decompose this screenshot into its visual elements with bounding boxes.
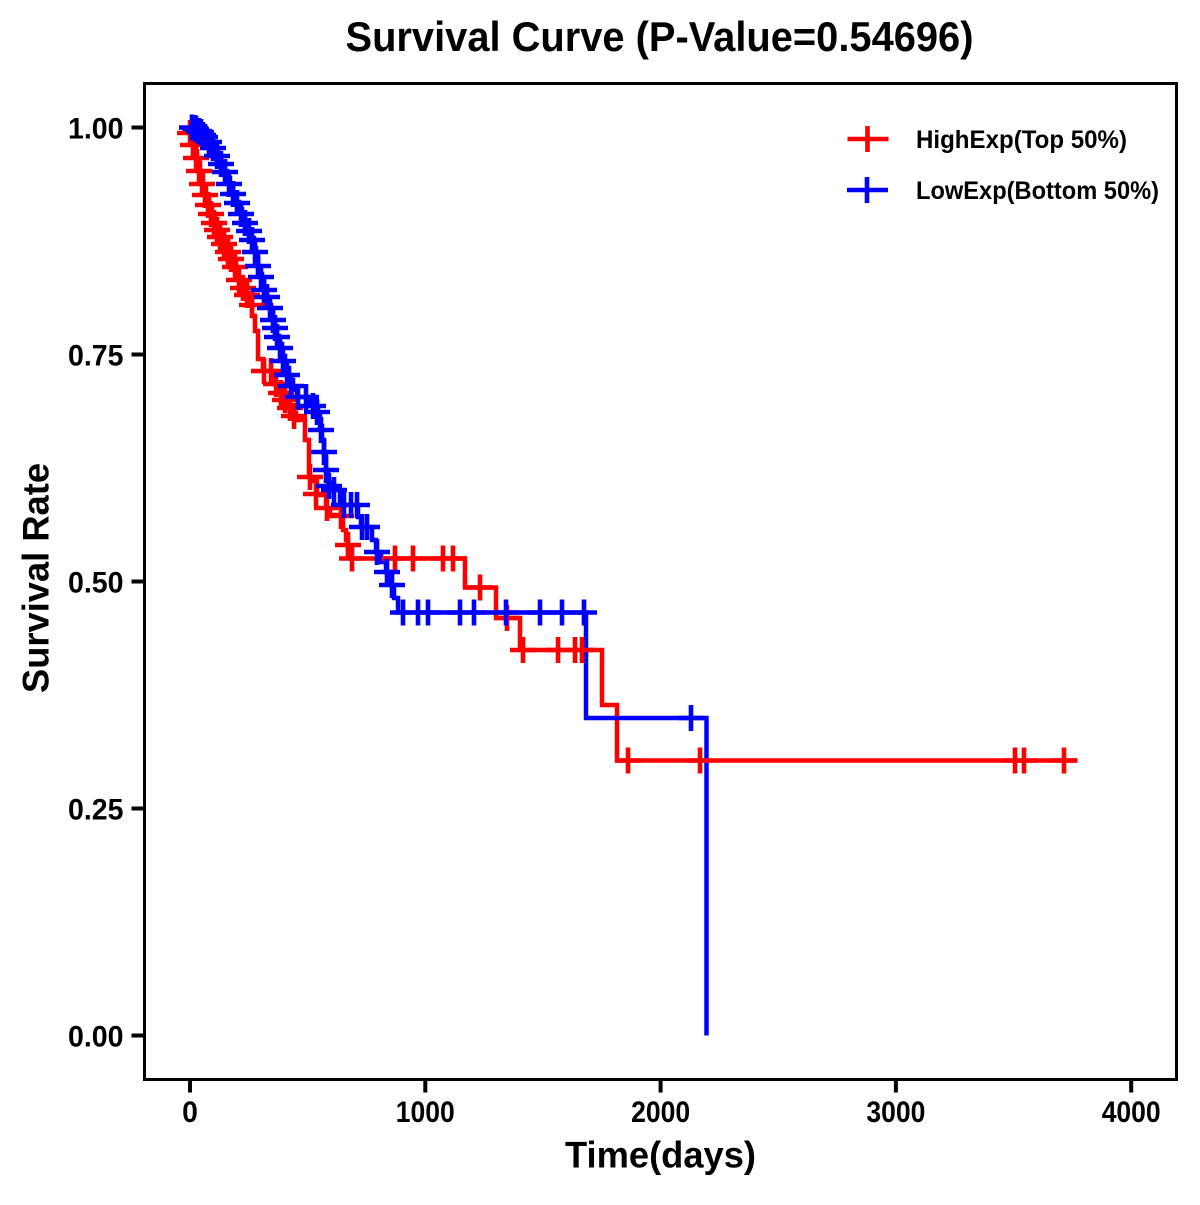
svg-text:Survival Rate: Survival Rate [15,463,56,693]
svg-text:3000: 3000 [866,1096,925,1129]
svg-text:Survival Curve (P-Value=0.5469: Survival Curve (P-Value=0.54696) [346,13,974,60]
svg-text:0: 0 [182,1096,198,1129]
svg-text:HighExp(Top 50%): HighExp(Top 50%) [916,126,1127,154]
svg-text:0.75: 0.75 [68,340,124,373]
svg-text:LowExp(Bottom 50%): LowExp(Bottom 50%) [916,177,1159,205]
svg-text:1000: 1000 [396,1096,455,1129]
svg-text:0.50: 0.50 [68,567,124,600]
svg-text:2000: 2000 [631,1096,690,1129]
svg-text:0.00: 0.00 [68,1021,124,1054]
svg-text:0.25: 0.25 [68,794,124,827]
svg-text:1.00: 1.00 [68,113,124,146]
svg-text:4000: 4000 [1102,1096,1161,1129]
svg-text:Time(days): Time(days) [565,1135,756,1176]
